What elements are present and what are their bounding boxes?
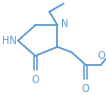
Text: HN: HN xyxy=(2,36,17,46)
Text: O: O xyxy=(97,51,105,61)
Text: O: O xyxy=(31,75,39,85)
Text: N: N xyxy=(61,19,68,29)
Text: O: O xyxy=(82,84,90,94)
